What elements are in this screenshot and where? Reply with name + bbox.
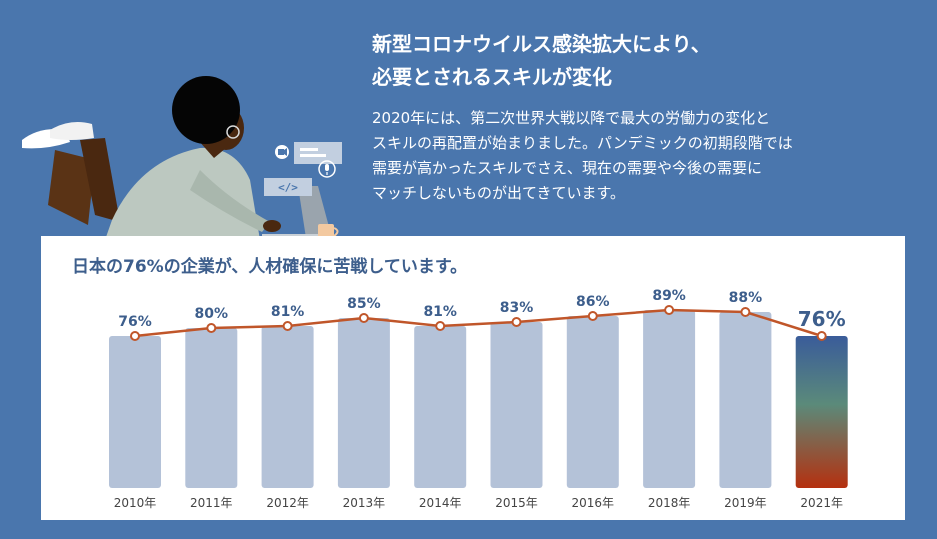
bar-chart: 76% 2010年 80% 2011年 81% 2012年 85% 2013年 81% 2014年… [109,288,848,510]
x-tick-label-1: 2011年 [190,496,233,510]
bar-6 [566,316,619,488]
chart-title: 日本の76%の企業が、人材確保に苦戦しています。 [72,257,468,277]
data-label-2: 81% [271,304,305,320]
leg-back [48,150,95,225]
headline-line-1: 新型コロナウイルス感染拡大により、 [372,32,711,56]
data-label-3: 85% [347,296,381,312]
headline-line-2: 必要とされるスキルが変化 [372,65,612,89]
data-label-1: 80% [195,306,229,322]
bar-7 [643,310,696,488]
person-with-laptop-illustration: </> [22,76,342,240]
bar-8 [719,312,772,488]
line-point-9 [816,331,827,341]
x-tick-label-4: 2014年 [419,496,462,510]
headline: 新型コロナウイルス感染拡大により、 必要とされるスキルが変化 [372,28,912,94]
line-point-0 [130,331,140,341]
video-camera-icon [275,145,289,159]
glasses [226,125,240,139]
line-point-1 [206,323,217,333]
code-tag: </> [278,181,298,194]
x-tick-label-2: 2012年 [266,496,309,510]
trend-line [134,308,823,338]
torso [105,147,260,240]
body-line-4: マッチしないものが出てきています。 [372,184,626,202]
bar-0 [109,336,161,488]
hand [263,220,281,232]
bar-1 [185,328,238,488]
data-label-0: 76% [118,314,152,330]
data-label-5: 83% [500,300,534,316]
x-tick-label-9: 2021年 [800,496,843,510]
code-icon: </> [264,178,312,196]
line-point-8 [740,307,751,317]
line-point-2 [282,321,293,331]
x-tick-label-6: 2016年 [572,496,615,510]
arm [190,170,270,232]
bar-2 [261,326,314,488]
body-line-3: 需要が高かったスキルでさえ、現在の需要や今後の需要に [372,159,763,177]
leg-front [80,138,120,222]
bar-3 [337,318,390,488]
bar-9 [795,336,848,488]
hair [172,76,240,144]
data-label-6: 86% [576,294,610,310]
bar-4 [414,326,467,488]
x-tick-label-8: 2019年 [724,496,767,510]
microphone-icon [318,160,336,178]
shoe-right [50,122,94,140]
data-label-7: 89% [652,288,686,304]
data-label-4: 81% [423,304,457,320]
line-point-4 [435,321,446,331]
message-bubble [294,142,342,164]
line-point-3 [358,313,369,323]
line-point-5 [511,317,522,327]
chart-panel: 日本の76%の企業が、人材確保に苦戦しています。 76% 2010年 80% 2011… [41,236,905,520]
x-tick-label-7: 2018年 [648,496,691,510]
x-tick-label-5: 2015年 [495,496,538,510]
line-point-7 [664,305,675,315]
data-label-9: 76% [798,307,846,331]
x-tick-label-0: 2010年 [114,496,157,510]
body-line-2: スキルの再配置が始まりました。パンデミックの初期段階では [372,134,793,152]
line-point-6 [587,311,598,321]
body-line-1: 2020年には、第二次世界大戦以降で最大の労働力の変化と [372,109,771,127]
bar-5 [490,322,543,488]
body-text: 2020年には、第二次世界大戦以降で最大の労働力の変化と スキルの再配置が始まり… [372,106,892,206]
data-label-8: 88% [729,290,763,306]
x-tick-label-3: 2013年 [343,496,386,510]
